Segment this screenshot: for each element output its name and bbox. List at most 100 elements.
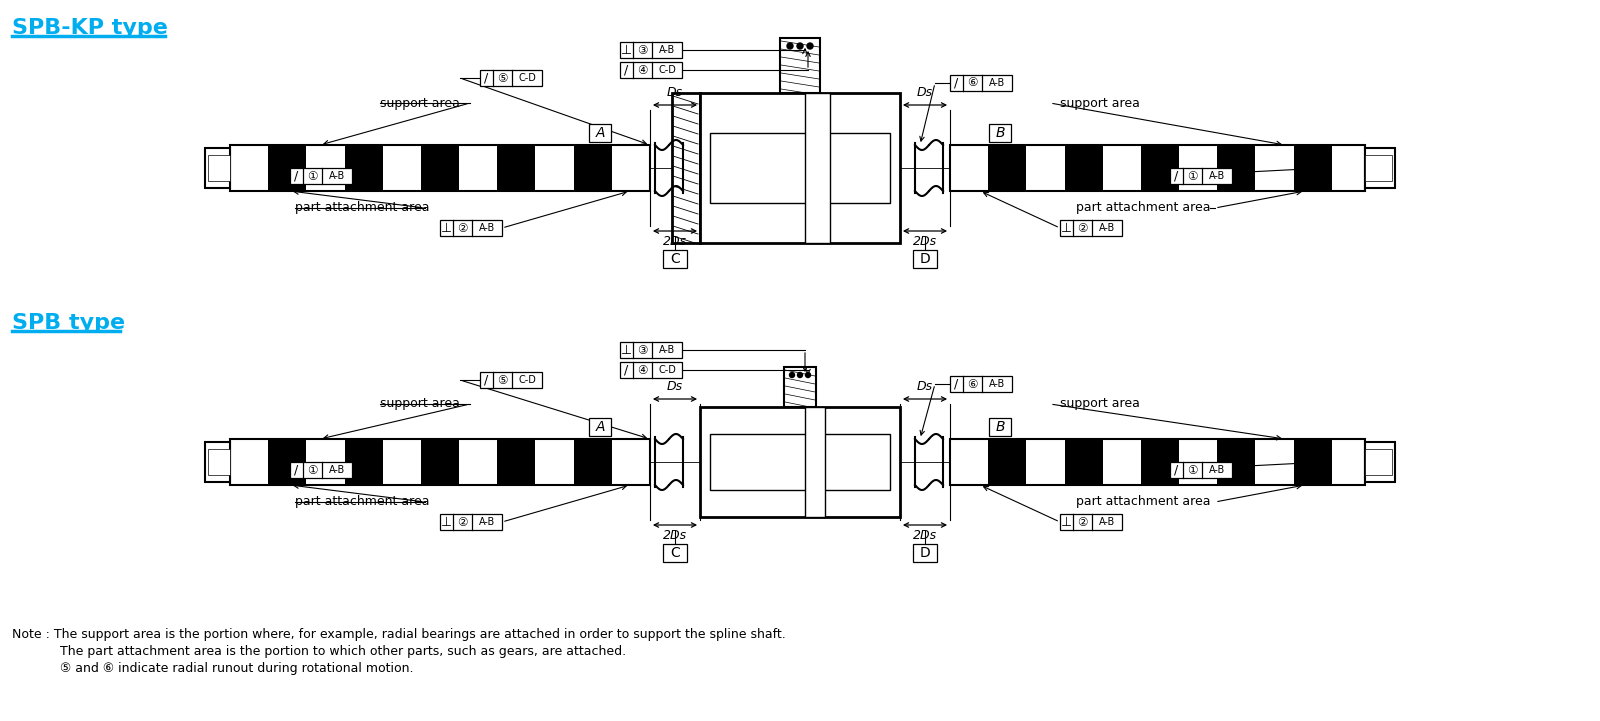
Bar xyxy=(781,38,819,93)
Text: A-B: A-B xyxy=(478,517,494,527)
Bar xyxy=(208,449,230,475)
Bar xyxy=(672,93,701,243)
Text: C: C xyxy=(670,252,680,266)
Circle shape xyxy=(789,373,795,378)
Text: Ds: Ds xyxy=(917,86,933,99)
Text: C-D: C-D xyxy=(518,73,536,83)
Text: Ds: Ds xyxy=(667,380,683,393)
Text: /: / xyxy=(954,378,958,391)
Text: A-B: A-B xyxy=(1210,465,1226,475)
Circle shape xyxy=(805,373,811,378)
Bar xyxy=(662,544,686,562)
Bar xyxy=(1059,220,1122,236)
Text: A: A xyxy=(595,420,605,434)
Bar xyxy=(1365,442,1395,482)
Bar xyxy=(574,439,611,485)
Text: ①: ① xyxy=(307,464,318,477)
Text: C-D: C-D xyxy=(658,65,675,75)
Circle shape xyxy=(806,43,813,49)
Bar xyxy=(710,133,890,203)
Bar xyxy=(989,145,1026,191)
Bar xyxy=(498,145,536,191)
Text: ④: ④ xyxy=(637,363,648,376)
Text: part attachment area: part attachment area xyxy=(294,201,429,215)
Bar xyxy=(1170,168,1232,184)
Bar xyxy=(1294,439,1331,485)
Text: /: / xyxy=(1174,464,1179,477)
Bar xyxy=(344,439,382,485)
Bar xyxy=(621,62,682,78)
Text: /: / xyxy=(624,363,629,376)
Bar xyxy=(1141,145,1179,191)
Circle shape xyxy=(787,43,794,49)
Text: SPB-KP type: SPB-KP type xyxy=(13,18,168,38)
Text: /: / xyxy=(624,63,629,76)
Text: support area: support area xyxy=(381,397,459,410)
Bar xyxy=(662,250,686,268)
Bar xyxy=(589,418,611,436)
Text: ⊥: ⊥ xyxy=(621,43,632,56)
Bar xyxy=(701,407,899,517)
Text: ⊥: ⊥ xyxy=(442,516,451,528)
Text: ⊥: ⊥ xyxy=(1061,516,1072,528)
Bar xyxy=(440,220,502,236)
Bar xyxy=(989,439,1026,485)
Bar xyxy=(440,514,502,530)
Text: A: A xyxy=(595,126,605,140)
Text: A-B: A-B xyxy=(1099,223,1115,233)
Text: ⑥: ⑥ xyxy=(968,76,978,89)
Text: /: / xyxy=(485,71,488,84)
Text: support area: support area xyxy=(1059,97,1139,110)
Bar xyxy=(290,462,352,478)
Text: ②: ② xyxy=(1077,516,1088,528)
Bar xyxy=(950,376,1013,392)
Text: part attachment area: part attachment area xyxy=(294,495,429,508)
Text: part attachment area: part attachment area xyxy=(1075,495,1210,508)
Text: B: B xyxy=(995,126,1005,140)
Bar xyxy=(989,124,1011,142)
Text: D: D xyxy=(920,252,930,266)
Bar xyxy=(480,70,542,86)
Text: 2Ds: 2Ds xyxy=(914,529,938,542)
Bar xyxy=(421,439,459,485)
Text: /: / xyxy=(294,464,299,477)
Text: /: / xyxy=(485,373,488,386)
Bar xyxy=(498,439,536,485)
Bar xyxy=(950,75,1013,91)
Text: A-B: A-B xyxy=(1210,171,1226,181)
Bar xyxy=(269,439,306,485)
Bar xyxy=(290,168,352,184)
Text: ⑤: ⑤ xyxy=(498,373,507,386)
Text: The part attachment area is the portion to which other parts, such as gears, are: The part attachment area is the portion … xyxy=(61,645,626,658)
Text: C-D: C-D xyxy=(658,365,675,375)
Bar xyxy=(421,145,459,191)
Bar xyxy=(950,145,1365,191)
Text: D: D xyxy=(920,546,930,560)
Bar xyxy=(1064,145,1102,191)
Bar xyxy=(914,250,938,268)
Text: ①: ① xyxy=(1187,169,1198,182)
Text: ④: ④ xyxy=(637,63,648,76)
Bar xyxy=(1218,439,1256,485)
Text: A-B: A-B xyxy=(330,171,346,181)
Text: ⑥: ⑥ xyxy=(968,378,978,391)
Bar xyxy=(621,342,682,358)
Text: A-B: A-B xyxy=(659,45,675,55)
Bar xyxy=(1059,514,1122,530)
Text: ①: ① xyxy=(307,169,318,182)
Text: ⑤ and ⑥ indicate radial runout during rotational motion.: ⑤ and ⑥ indicate radial runout during ro… xyxy=(61,662,413,675)
Bar xyxy=(205,442,230,482)
Text: ③: ③ xyxy=(637,43,648,56)
Bar xyxy=(784,367,816,407)
Text: /: / xyxy=(1174,169,1179,182)
Text: ②: ② xyxy=(1077,221,1088,234)
Text: 2Ds: 2Ds xyxy=(662,235,686,248)
Bar xyxy=(574,145,611,191)
Bar xyxy=(950,439,1365,485)
Text: ⑤: ⑤ xyxy=(498,71,507,84)
Bar xyxy=(1170,462,1232,478)
Bar xyxy=(205,148,230,188)
Bar xyxy=(1365,449,1392,475)
Text: ②: ② xyxy=(458,221,467,234)
Text: 2Ds: 2Ds xyxy=(914,235,938,248)
